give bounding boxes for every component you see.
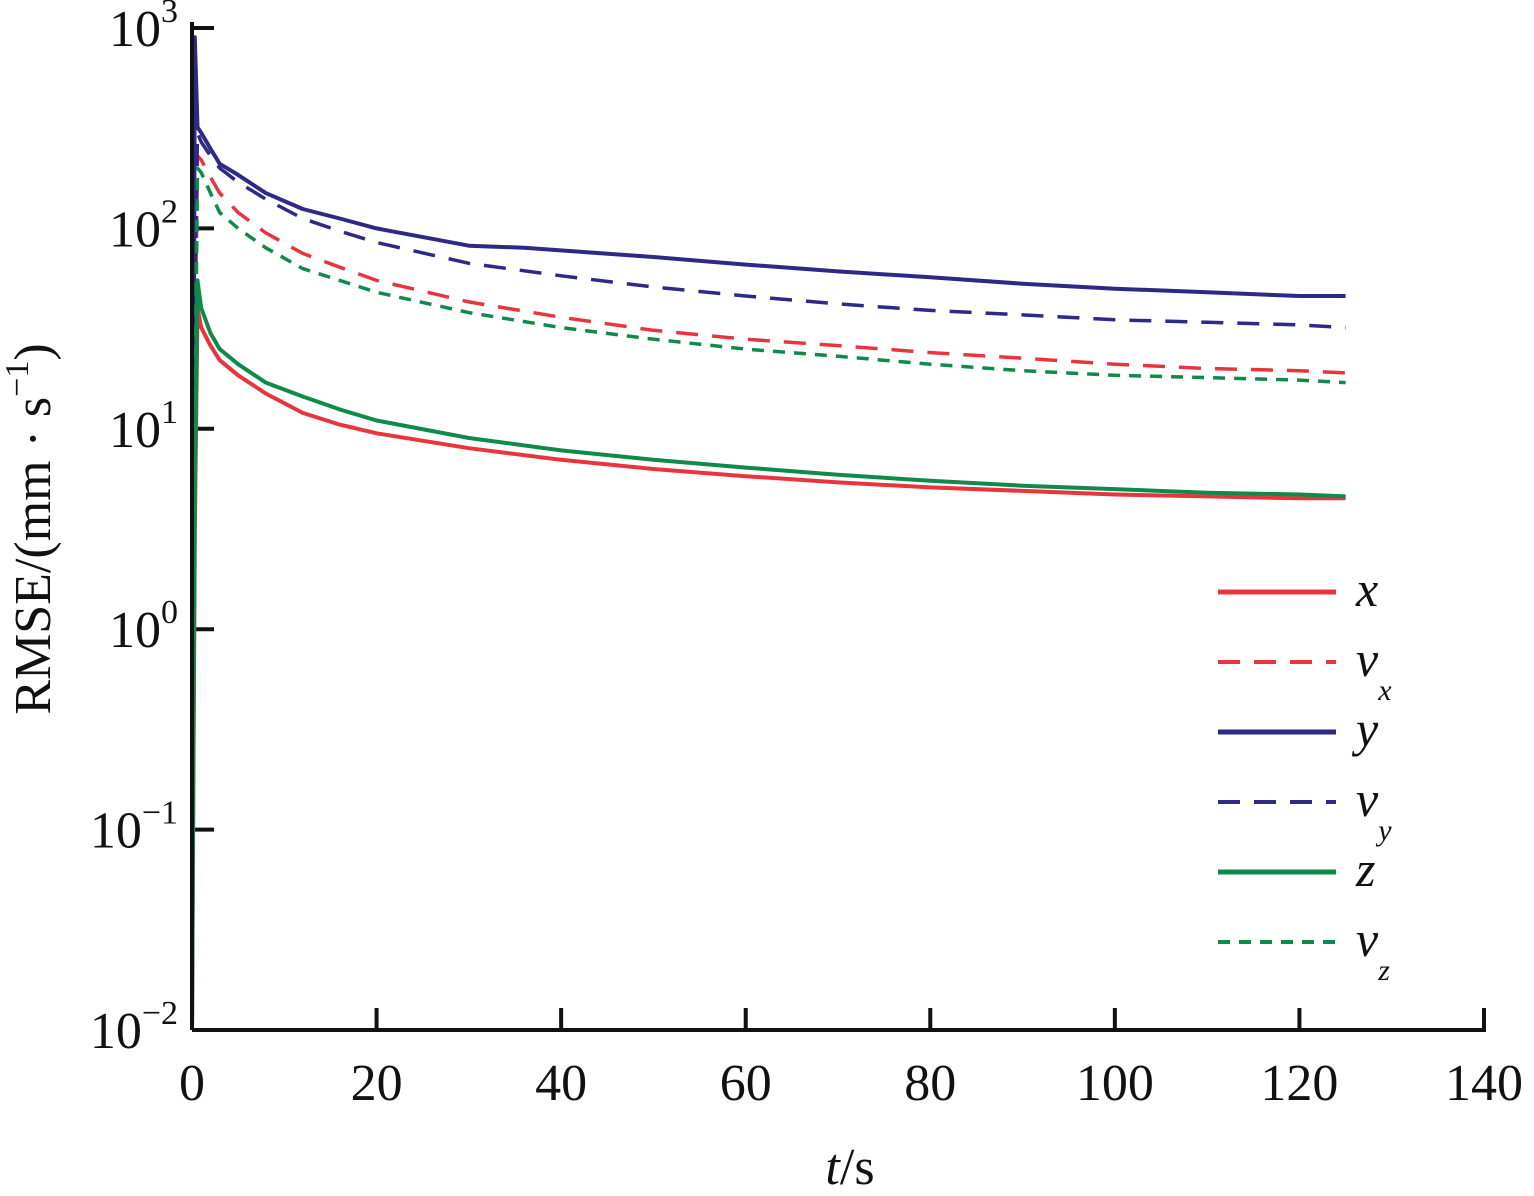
x-tick-label: 20 [351,1055,403,1112]
x-tick-label: 100 [1076,1055,1154,1112]
legend-label-x: x [1355,561,1378,617]
series-lines [190,35,1346,1031]
series-line-y [190,35,1346,1031]
y-tick-label: 100 [109,594,178,659]
series-line-x [190,306,1346,1031]
legend-label-vx: vx [1356,631,1392,707]
axes [190,22,1486,1032]
x-tick-label: 140 [1445,1055,1523,1112]
y-axis-label: RMSE/(mm · s−1) [0,343,62,714]
legend-label-z: z [1355,841,1375,897]
x-tick-label: 40 [535,1055,587,1112]
series-line-vy [190,131,1346,1031]
y-tick-label: 103 [109,0,178,58]
series-line-vz [190,166,1346,1031]
x-tick-label: 60 [720,1055,772,1112]
x-axis-label: t/s [825,1139,874,1196]
x-tick-label: 80 [904,1055,956,1112]
y-tick-label: 10−2 [90,995,178,1060]
x-tick-label: 0 [179,1055,205,1112]
y-tick-label: 101 [109,394,178,459]
y-axis-ticks: 10−2 10−1 100 101 102 103 [90,0,214,1060]
legend-label-y: y [1351,701,1379,757]
legend-label-vz: vz [1356,911,1390,987]
y-tick-label: 10−1 [90,795,178,860]
x-tick-label: 120 [1260,1055,1338,1112]
legend-label-vy: vy [1356,771,1392,847]
x-axis-label-text: t/s [825,1139,874,1196]
legend: x vxy vyz vz [1218,561,1392,987]
y-tick-label: 102 [109,193,178,258]
series-line-z [190,278,1346,1031]
x-axis-ticks: 0 20 40 60 80 100 120 140 [179,1008,1523,1112]
y-axis-label-text: RMSE/(mm · s−1) [0,343,62,714]
